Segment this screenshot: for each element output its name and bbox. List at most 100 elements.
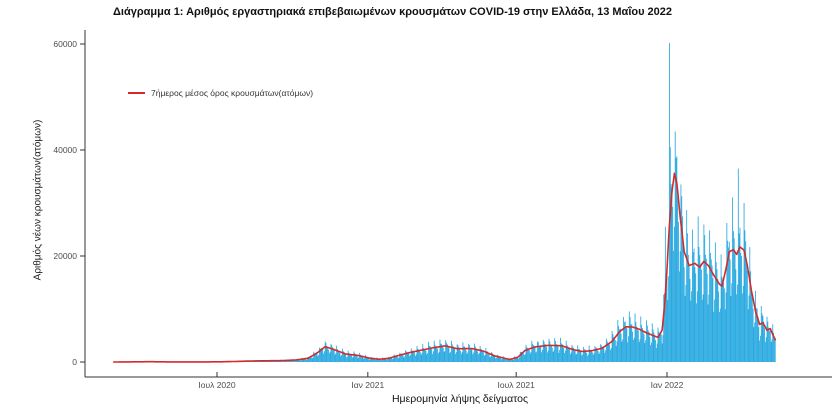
daily-case-bar <box>495 358 497 362</box>
daily-case-bar <box>426 354 428 362</box>
daily-case-bar <box>555 340 556 362</box>
daily-case-bar <box>570 352 572 362</box>
daily-case-bar <box>549 341 551 362</box>
daily-case-bar <box>717 279 719 362</box>
daily-case-bar <box>455 353 456 362</box>
daily-case-bar <box>292 359 294 362</box>
daily-case-bar <box>484 354 486 362</box>
daily-case-bar <box>450 351 452 362</box>
daily-case-bar <box>458 347 460 362</box>
daily-case-bar <box>751 288 752 362</box>
daily-case-bar <box>551 345 552 362</box>
y-axis-ticks: 0 20000 40000 60000 <box>53 39 85 367</box>
daily-case-bar <box>529 353 531 362</box>
daily-case-bar <box>591 350 593 362</box>
daily-case-bar <box>398 357 400 362</box>
daily-case-bar <box>542 339 544 362</box>
daily-case-bar <box>501 359 502 362</box>
daily-case-bar <box>464 348 466 362</box>
daily-case-bar <box>702 294 704 362</box>
daily-case-bar <box>725 292 727 362</box>
daily-case-bar <box>745 241 747 362</box>
daily-case-bar <box>673 226 675 362</box>
daily-case-bar <box>560 337 561 362</box>
daily-case-bar <box>724 309 726 362</box>
daily-case-bar <box>372 358 374 362</box>
daily-case-bar <box>541 350 543 362</box>
daily-case-bar <box>750 271 752 362</box>
daily-case-bar <box>728 247 729 362</box>
daily-case-bar <box>646 320 647 362</box>
daily-case-bar <box>611 330 613 362</box>
daily-case-bar <box>635 321 637 362</box>
daily-case-bar <box>610 347 612 362</box>
daily-case-bar <box>673 250 674 362</box>
daily-case-bar <box>509 358 511 362</box>
daily-case-bar <box>387 359 388 362</box>
daily-case-bar <box>323 353 324 362</box>
daily-case-bar <box>742 285 744 362</box>
daily-bars <box>113 42 776 362</box>
daily-case-bar <box>434 344 436 362</box>
daily-case-bar <box>355 355 357 362</box>
daily-case-bar <box>697 216 699 362</box>
daily-case-bar <box>598 353 600 362</box>
daily-case-bar <box>456 344 458 362</box>
daily-case-bar <box>642 332 644 362</box>
daily-case-bar <box>770 342 772 362</box>
daily-case-bar <box>526 347 528 362</box>
daily-case-bar <box>471 348 473 362</box>
daily-case-bar <box>564 352 565 362</box>
daily-case-bar <box>438 351 440 362</box>
daily-case-bar <box>369 359 370 362</box>
daily-case-bar <box>260 361 261 362</box>
daily-case-bar <box>606 341 608 362</box>
daily-case-bar <box>653 332 655 362</box>
daily-case-bar <box>305 359 307 362</box>
daily-case-bar <box>444 350 446 362</box>
daily-case-bar <box>670 184 672 362</box>
daily-case-bar <box>445 340 447 362</box>
daily-case-bar <box>763 321 765 362</box>
daily-case-bar <box>368 358 370 362</box>
daily-case-bar <box>419 352 421 362</box>
daily-case-bar <box>686 210 688 362</box>
daily-case-bar <box>675 157 677 362</box>
daily-case-bar <box>737 284 738 362</box>
daily-case-bar <box>676 156 678 362</box>
daily-case-bar <box>586 352 588 362</box>
daily-case-bar <box>603 348 605 362</box>
daily-case-bar <box>514 356 515 362</box>
daily-case-bar <box>683 267 685 362</box>
daily-case-bar <box>437 348 438 362</box>
daily-case-bar <box>350 353 352 362</box>
daily-case-bar <box>482 352 484 362</box>
daily-case-bar <box>403 357 405 362</box>
daily-case-bar <box>627 342 629 362</box>
daily-case-bar <box>677 197 679 362</box>
daily-case-bar <box>719 312 720 362</box>
daily-case-bar <box>732 197 733 362</box>
x-tick-label: Ιαν 2021 <box>351 380 384 390</box>
daily-case-bar <box>694 267 696 362</box>
daily-case-bar <box>307 356 309 362</box>
daily-case-bar <box>418 349 420 362</box>
daily-case-bar <box>346 356 348 362</box>
daily-case-bar <box>629 317 631 362</box>
legend-label: 7ήμερος μέσος όρος κρουσμάτων(ατόμων) <box>151 88 314 98</box>
daily-case-bar <box>546 346 547 362</box>
daily-case-bar <box>316 353 318 362</box>
daily-case-bar <box>731 283 733 362</box>
daily-case-bar <box>496 357 497 362</box>
daily-case-bar <box>467 352 469 362</box>
daily-case-bar <box>706 273 708 362</box>
daily-case-bar <box>520 352 522 362</box>
daily-case-bar <box>390 357 392 362</box>
daily-case-bar <box>564 350 566 362</box>
daily-case-bar <box>360 354 361 362</box>
daily-case-bar <box>755 290 756 362</box>
daily-case-bar <box>682 216 683 362</box>
daily-case-bar <box>579 351 581 362</box>
legend: 7ήμερος μέσος όρος κρουσμάτων(ατόμων) <box>128 87 313 99</box>
daily-case-bar <box>378 359 380 362</box>
